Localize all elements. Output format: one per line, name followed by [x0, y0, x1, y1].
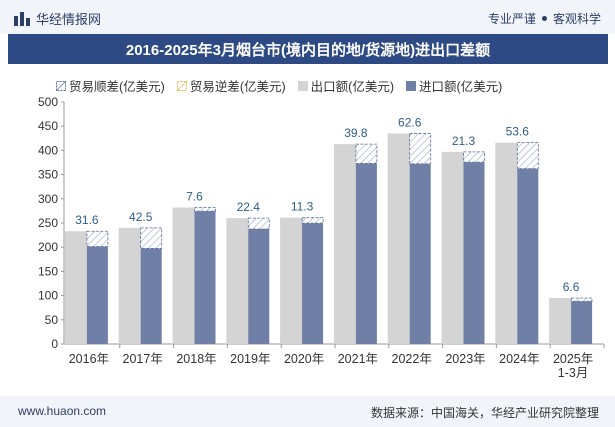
bar-surplus [194, 207, 216, 212]
bar-surplus [301, 217, 324, 224]
x-tick-label: 2023年 [445, 352, 485, 366]
bar-import [571, 301, 593, 344]
y-tick-label: 350 [38, 168, 58, 182]
x-tick-label: 2022年 [392, 352, 432, 366]
bar-import [409, 163, 431, 344]
footer-source: 数据来源：中国海关，华经产业研究院整理 [370, 406, 599, 420]
data-label-surplus: 53.6 [506, 125, 530, 139]
legend-swatch-deficit [176, 80, 187, 91]
bar-surplus [409, 133, 432, 165]
y-tick-label: 100 [38, 289, 58, 303]
data-label-surplus: 11.3 [291, 200, 314, 214]
legend-label-surplus: 贸易顺差(亿美元) [69, 80, 165, 94]
data-label-surplus: 6.6 [563, 280, 580, 294]
legend-swatch-surplus [56, 80, 66, 91]
data-label-surplus: 21.3 [452, 134, 476, 148]
title-bar: 2016-2025年3月烟台市(境内目的地/货源地)进出口差额 [8, 34, 608, 64]
x-tick-label: 1-3月 [558, 366, 589, 380]
brand-name: 华经情报网 [36, 12, 102, 27]
legend-label-deficit: 贸易逆差(亿美元) [189, 80, 286, 94]
y-tick-label: 200 [38, 240, 58, 254]
x-tick-label: 2024年 [499, 352, 539, 366]
y-tick-label: 400 [38, 143, 58, 157]
bar-surplus [355, 143, 378, 164]
x-tick-label: 2021年 [338, 352, 378, 366]
x-tick-label: 2019年 [230, 352, 270, 366]
legend-swatch-export [297, 80, 308, 91]
bar-chart: 0 50 100 150 200 250 300 350 400 450 500 31.6 2016年… [38, 95, 605, 380]
bar-surplus [140, 227, 163, 249]
tagline: 专业严谨 客观科学 [488, 10, 601, 27]
bar-surplus [516, 142, 539, 169]
bar-import [248, 229, 270, 344]
bar-import [302, 223, 324, 344]
x-tick-label: 2017年 [123, 352, 163, 366]
bar-import [355, 163, 377, 344]
bar-import [517, 168, 539, 344]
bar-import [463, 162, 485, 344]
bar-surplus [247, 217, 270, 230]
bar-import [140, 248, 162, 344]
x-tick-label: 2016年 [69, 352, 109, 366]
footer-url: www.huaon.com [18, 404, 107, 418]
x-tick-label: 2020年 [284, 352, 324, 366]
y-tick-label: 0 [51, 337, 58, 351]
data-label-surplus: 7.6 [186, 190, 203, 204]
data-label-surplus: 62.6 [398, 115, 422, 129]
y-tick-label: 50 [45, 313, 59, 327]
tagline-2: 客观科学 [552, 12, 601, 26]
bar-import [194, 211, 216, 344]
legend-item-surplus: 贸易顺差(亿美元) [56, 76, 165, 95]
bar-surplus [86, 230, 109, 247]
y-tick-label: 150 [38, 264, 58, 278]
brand: 华经情报网 [14, 9, 101, 28]
top-bar: 华经情报网 专业严谨 客观科学 [0, 0, 615, 34]
x-tick-label: 2025年 [553, 352, 593, 366]
x-tick-label: 2018年 [176, 352, 216, 366]
legend-label-export: 出口额(亿美元) [310, 80, 394, 94]
y-tick-label: 450 [38, 119, 58, 133]
data-label-surplus: 31.6 [75, 213, 99, 227]
legend-item-export: 出口额(亿美元) [297, 76, 394, 95]
legend-item-deficit: 贸易逆差(亿美元) [176, 76, 286, 95]
data-label-surplus: 22.4 [237, 200, 261, 214]
data-label-surplus: 42.5 [129, 210, 153, 224]
y-tick-label: 500 [38, 95, 58, 109]
y-tick-label: 250 [38, 216, 58, 230]
legend-swatch-import [405, 80, 416, 91]
footer: www.huaon.com 数据来源：中国海关，华经产业研究院整理 [0, 396, 615, 427]
chart-title: 2016-2025年3月烟台市(境内目的地/货源地)进出口差额 [125, 41, 491, 59]
legend: 贸易顺差(亿美元) 贸易逆差(亿美元) 出口额(亿美元) 进口额(亿美元) [56, 76, 502, 95]
brand-logo-icon [14, 11, 30, 26]
data-label-surplus: 39.8 [344, 126, 368, 140]
legend-label-import: 进口额(亿美元) [418, 80, 503, 94]
dot-icon [541, 16, 547, 21]
bar-surplus [463, 151, 485, 163]
tagline-1: 专业严谨 [487, 12, 536, 26]
y-tick-label: 300 [38, 192, 58, 206]
bar-surplus [570, 297, 593, 302]
bar-import [86, 246, 108, 344]
legend-item-import: 进口额(亿美元) [405, 76, 503, 95]
